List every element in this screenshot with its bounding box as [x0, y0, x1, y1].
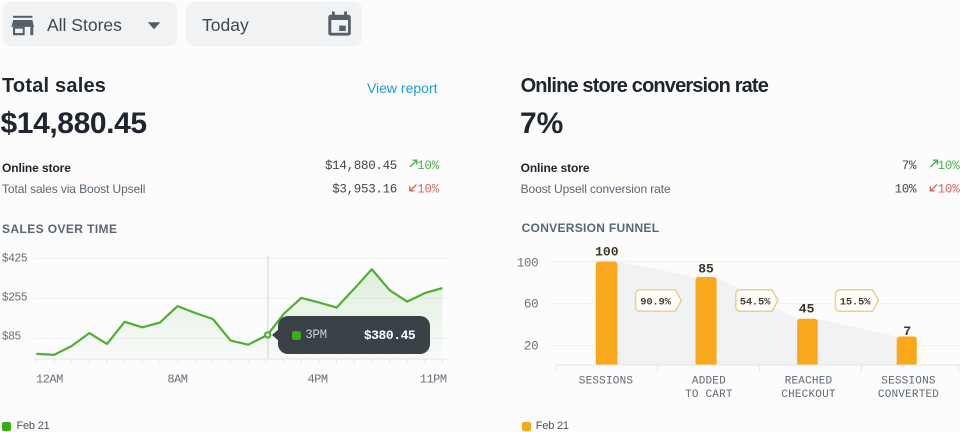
- svg-text:12AM: 12AM: [36, 373, 63, 387]
- svg-text:60: 60: [524, 298, 538, 312]
- svg-text:20: 20: [524, 339, 538, 353]
- svg-text:CHECKOUT: CHECKOUT: [781, 389, 836, 401]
- svg-text:ADDED: ADDED: [692, 376, 726, 388]
- svg-text:45: 45: [799, 302, 815, 317]
- svg-text:90.9%: 90.9%: [640, 296, 671, 308]
- svg-text:$14,880.45: $14,880.45: [325, 159, 397, 173]
- svg-text:8AM: 8AM: [167, 373, 187, 387]
- svg-text:100: 100: [595, 245, 619, 260]
- svg-text:TO CART: TO CART: [685, 389, 733, 401]
- svg-text:$425: $425: [2, 253, 28, 266]
- svg-text:$255: $255: [2, 292, 28, 305]
- svg-text:$85: $85: [2, 331, 22, 344]
- svg-text:10%: 10%: [895, 183, 917, 197]
- svg-text:100: 100: [517, 256, 539, 270]
- svg-text:54.5%: 54.5%: [740, 296, 771, 308]
- svg-text:7: 7: [903, 324, 911, 339]
- svg-text:15.5%: 15.5%: [840, 296, 871, 308]
- svg-text:85: 85: [698, 261, 714, 276]
- svg-text:SESSIONS: SESSIONS: [579, 376, 634, 388]
- svg-text:10%: 10%: [417, 159, 440, 173]
- svg-text:CONVERTED: CONVERTED: [878, 389, 939, 401]
- svg-text:10%: 10%: [417, 183, 440, 197]
- svg-text:4PM: 4PM: [307, 373, 327, 387]
- svg-text:10%: 10%: [938, 159, 960, 173]
- svg-text:10%: 10%: [938, 183, 960, 197]
- svg-text:11PM: 11PM: [420, 373, 447, 387]
- svg-text:REACHED: REACHED: [785, 376, 833, 388]
- svg-text:SESSIONS: SESSIONS: [881, 376, 936, 388]
- svg-text:7%: 7%: [902, 159, 917, 173]
- svg-text:$3,953.16: $3,953.16: [332, 183, 397, 197]
